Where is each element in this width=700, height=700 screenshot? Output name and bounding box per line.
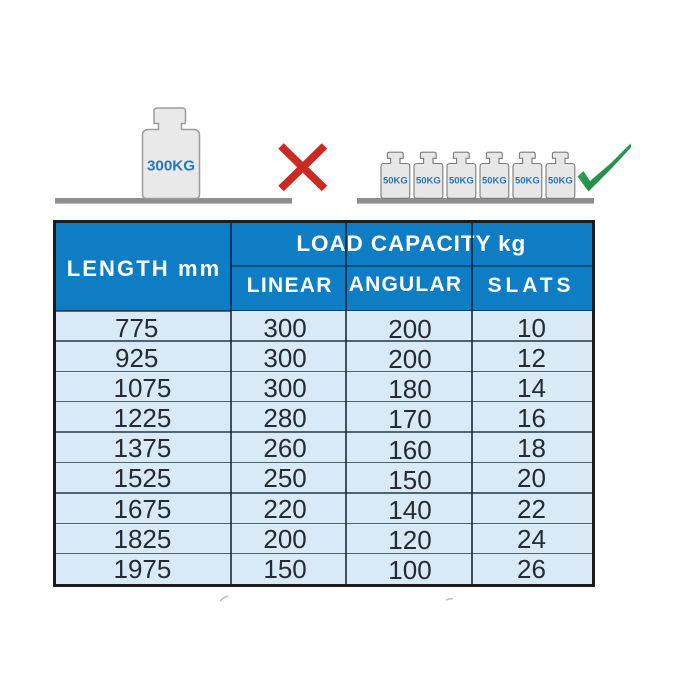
svg-text:50KG: 50KG xyxy=(383,176,408,187)
svg-text:50KG: 50KG xyxy=(515,176,540,187)
svg-text:300KG: 300KG xyxy=(147,157,195,174)
svg-text:50KG: 50KG xyxy=(449,176,474,187)
svg-text:50KG: 50KG xyxy=(416,176,441,187)
svg-text:50KG: 50KG xyxy=(548,176,573,187)
svg-text:50KG: 50KG xyxy=(482,176,507,187)
